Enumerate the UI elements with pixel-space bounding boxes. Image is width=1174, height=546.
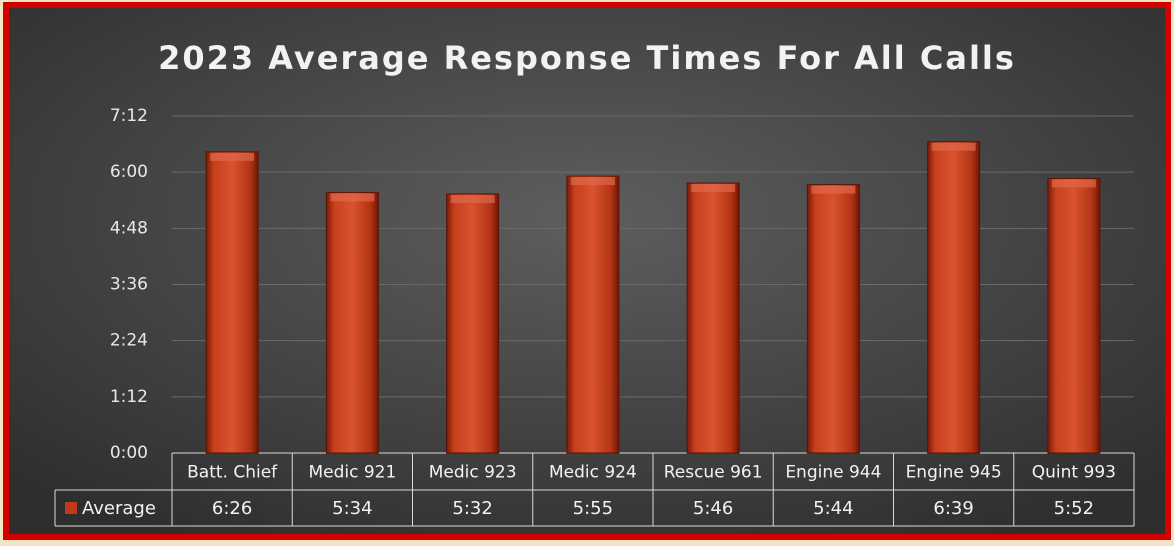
bar-cap [1051,179,1096,188]
y-tick-label: 6:00 [110,162,148,182]
bar [1047,177,1101,454]
y-tick-label: 2:24 [110,331,148,351]
y-tick-label: 1:12 [110,387,148,407]
x-tick-label: Engine 944 [785,463,881,483]
chart-title: 2023 Average Response Times For All Call… [158,39,1016,77]
data-table-value: 5:55 [573,498,613,519]
bar [927,141,981,454]
data-table-value: 5:52 [1054,498,1094,519]
x-tick-label: Quint 993 [1032,463,1116,483]
y-tick-label: 7:12 [110,106,148,126]
legend-key [65,502,77,514]
data-table-value: 5:46 [693,498,733,519]
bar-cap [330,193,375,202]
bar-cap [811,185,856,194]
bar [566,175,620,454]
bar [205,151,259,454]
x-tick-label: Medic 924 [549,463,637,483]
bar-cap [691,184,736,193]
bar-cap [210,152,255,161]
bar [806,184,860,454]
x-tick-label: Medic 921 [308,463,396,483]
bar [686,182,740,454]
legend-label: Average [82,498,156,519]
y-tick-label: 0:00 [110,443,148,463]
data-table-value: 6:39 [933,498,973,519]
x-tick-label: Rescue 961 [664,463,763,483]
bar-cap [570,177,615,186]
y-tick-label: 4:48 [110,218,148,238]
y-tick-label: 3:36 [110,275,148,295]
bar [325,191,379,454]
x-tick-label: Engine 945 [906,463,1002,483]
bar-cap [931,142,976,151]
bar-cap [450,195,495,204]
x-tick-label: Batt. Chief [187,463,278,483]
data-table-value: 5:44 [813,498,853,519]
data-table-value: 5:34 [332,498,372,519]
data-table-value: 5:32 [452,498,492,519]
data-table-value: 6:26 [212,498,252,519]
bar [446,193,500,454]
x-tick-label: Medic 923 [429,463,517,483]
